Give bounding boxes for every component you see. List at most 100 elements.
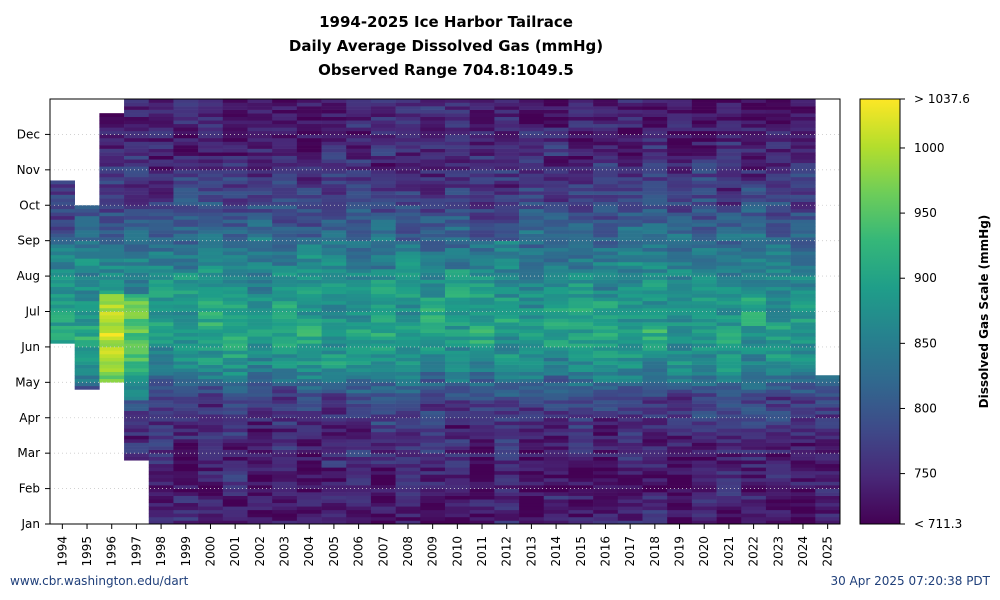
heatmap-cell [691,506,717,511]
heatmap-cell [420,325,446,330]
heatmap-cell [741,492,767,496]
heatmap-cell [346,417,372,422]
heatmap-cell [790,322,816,326]
heatmap-cell [617,488,643,493]
heatmap-cell [568,357,594,362]
heatmap-cell [469,155,495,160]
heatmap-cell [519,230,545,234]
heatmap-cell [173,477,199,482]
heatmap-cell [568,134,594,139]
heatmap-cell [222,127,248,132]
heatmap-cell [173,378,199,383]
heatmap-cell [370,261,396,266]
heatmap-cell [790,467,816,472]
heatmap-cell [568,300,594,305]
heatmap-cell [148,208,174,213]
heatmap-cell [790,357,816,362]
heatmap-cell [741,208,767,213]
heatmap-cell [247,276,273,280]
heatmap-cell [716,276,742,280]
heatmap-cell [173,240,199,245]
heatmap-cell [395,215,421,220]
heatmap-cell [50,322,75,326]
heatmap-cell [790,470,816,475]
heatmap-cell [222,467,248,472]
heatmap-cell [370,145,396,149]
heatmap-cell [321,509,347,514]
heatmap-cell [568,485,594,489]
heatmap-cell [617,237,643,241]
heatmap-cell [790,293,816,298]
heatmap-cell [716,350,742,355]
heatmap-cell [519,233,545,238]
heatmap-cell [124,244,150,249]
heatmap-cell [691,485,717,489]
heatmap-cell [593,463,619,468]
heatmap-cell [74,240,100,245]
heatmap-cell [494,506,520,511]
heatmap-cell [519,414,545,419]
heatmap-cell [346,424,372,429]
heatmap-cell [593,293,619,298]
heatmap-cell [642,424,668,429]
heatmap-cell [247,368,273,373]
heatmap-cell [148,361,174,365]
heatmap-cell [74,293,100,298]
heatmap-cell [272,208,298,213]
heatmap-cell [272,357,298,362]
heatmap-cell [691,368,717,373]
heatmap-cell [642,350,668,355]
heatmap-cell [790,166,816,171]
source-url-text[interactable]: www.cbr.washington.edu/dart [10,574,189,588]
heatmap-cell [370,470,396,475]
heatmap-cell [445,194,470,199]
heatmap-cell [222,516,248,521]
heatmap-cell [568,307,594,312]
heatmap-cell [173,389,199,394]
heatmap-cell [445,400,470,404]
heatmap-cell [494,230,520,234]
heatmap-cell [99,254,125,259]
heatmap-cell [445,325,470,330]
heatmap-cell [99,233,125,238]
heatmap-cell [370,392,396,397]
heatmap-cell [321,325,347,330]
heatmap-cell [765,506,791,511]
heatmap-cell [198,311,224,316]
heatmap-cell [691,148,717,153]
heatmap-cell [543,247,569,252]
heatmap-cell [494,460,520,465]
heatmap-cell [395,258,421,263]
heatmap-cell [124,113,150,118]
heatmap-cell [370,378,396,383]
heatmap-cell [691,130,717,135]
heatmap-cell [469,368,495,373]
heatmap-cell [124,109,150,114]
heatmap-cell [296,502,322,507]
heatmap-cell [445,407,470,411]
heatmap-cell [346,410,372,415]
heatmap-cell [321,329,347,334]
heatmap-cell [543,169,569,174]
heatmap-cell [469,520,495,525]
heatmap-cell [519,322,545,326]
heatmap-cell [617,315,643,319]
heatmap-cell [173,201,199,206]
heatmap-cell [790,407,816,411]
heatmap-cell [222,148,248,153]
heatmap-cell [617,513,643,518]
heatmap-cell [716,343,742,348]
heatmap-cell [617,226,643,231]
heatmap-cell [815,385,841,390]
heatmap-cell [543,127,569,132]
heatmap-cell [642,247,668,252]
heatmap-cell [765,155,791,160]
heatmap-cell [148,198,174,203]
heatmap-cell [716,212,742,217]
heatmap-cell [519,477,545,482]
heatmap-cell [790,442,816,447]
heatmap-cell [99,113,125,118]
heatmap-cell [321,414,347,419]
heatmap-cell [148,106,174,110]
heatmap-cell [642,442,668,447]
